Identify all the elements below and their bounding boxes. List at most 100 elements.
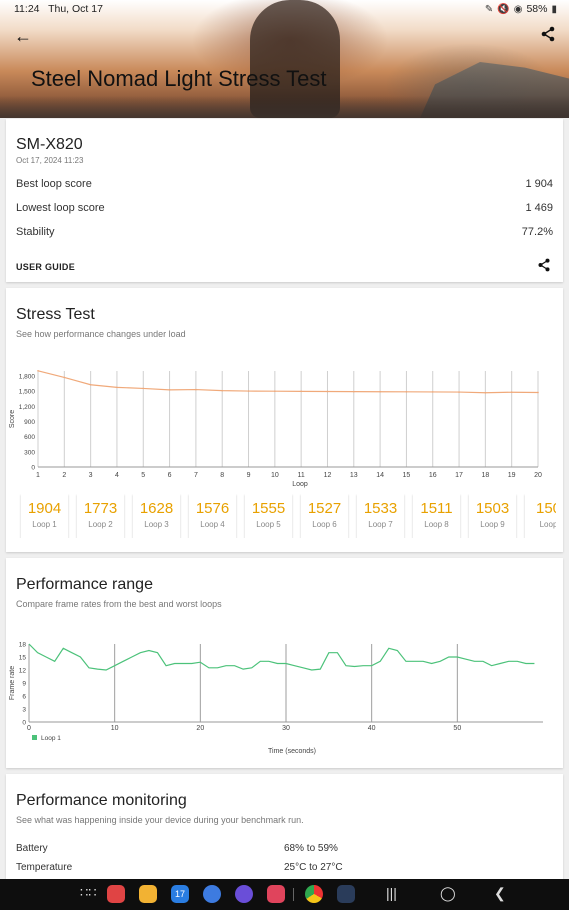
loop-score-card[interactable]: 150 Loop: [525, 494, 556, 538]
y-tick-label: 1,500: [19, 389, 36, 396]
y-tick-label: 0: [31, 465, 35, 472]
score-point: [379, 390, 381, 393]
hero-ground: [0, 96, 569, 118]
loop-score: 150: [535, 500, 556, 517]
summary-row-value: 77.2%: [521, 226, 553, 238]
monitor-row-value: 68% to 59%: [284, 843, 338, 854]
loop-score: 1503: [475, 500, 510, 517]
back-icon[interactable]: ❮: [494, 885, 506, 901]
section-subtitle: See how performance changes under load: [16, 329, 186, 339]
page-title: Steel Nomad Light Stress Test: [31, 66, 327, 91]
dock-divider: [293, 888, 294, 901]
navigation-bar: ∷∷ 17 ||| ◯ ❮: [0, 879, 569, 910]
loop-score-card[interactable]: 1628 Loop 3: [133, 494, 180, 538]
stress-test-chart: 1 2 3 4 5 6 7 8 9 10 11 12 13 14 15 16 17 18 19 20030060090…: [9, 369, 542, 488]
share-icon[interactable]: [537, 258, 551, 272]
score-point: [326, 390, 329, 393]
share-icon[interactable]: [540, 26, 556, 42]
apps-grid-icon[interactable]: ∷∷: [80, 885, 97, 900]
x-tick-label: 18: [481, 472, 489, 479]
loop-score-card[interactable]: 1555 Loop 5: [245, 494, 292, 538]
loop-label: Loop 2: [88, 520, 113, 529]
x-tick-label: 2: [62, 472, 66, 479]
y-tick-label: 600: [24, 434, 35, 441]
y-tick-label: 15: [19, 655, 27, 662]
x-tick-label: 17: [455, 472, 463, 479]
test-date: Oct 17, 2024 11:23: [16, 156, 84, 165]
hero-banner: ← Steel Nomad Light Stress Test: [0, 0, 569, 118]
loop-score: 1533: [363, 500, 398, 517]
summary-row-label: Stability: [16, 226, 55, 238]
score-point: [63, 376, 66, 379]
frame-rate-line: [28, 643, 535, 671]
summary-row: Lowest loop score 1 469: [16, 202, 553, 214]
monitor-row-value: 25°C to 27°C: [284, 862, 343, 873]
summary-row: Stability 77.2%: [16, 226, 553, 238]
y-tick-label: 900: [24, 419, 35, 426]
calendar-icon[interactable]: 17: [171, 885, 189, 903]
y-tick-label: 6: [22, 694, 26, 701]
y-tick-label: 12: [19, 668, 27, 675]
loop-label: Loop 6: [312, 520, 337, 529]
y-tick-label: 1,200: [19, 404, 36, 411]
camera-icon[interactable]: [267, 885, 285, 903]
stress-test-card: Stress Test See how performance changes …: [6, 288, 563, 552]
loop-score-card[interactable]: 1503 Loop 9: [469, 494, 516, 538]
performance-monitoring-card: Performance monitoring See what was happ…: [6, 774, 563, 894]
x-tick-label: 3: [89, 472, 93, 479]
score-point: [458, 391, 460, 393]
pen-icon: ✎: [484, 3, 494, 15]
wifi-icon: ◉: [513, 3, 523, 15]
score-point: [537, 391, 539, 394]
chrome-icon[interactable]: [305, 885, 323, 903]
summary-row-value: 1 904: [525, 178, 553, 190]
monitor-row-label: Temperature: [16, 862, 73, 873]
loop-score-card[interactable]: 1773 Loop 2: [77, 494, 124, 538]
summary-row: Best loop score 1 904: [16, 178, 553, 190]
messages-icon[interactable]: [203, 885, 221, 903]
loop-label: Loop 4: [200, 520, 225, 529]
loop-score-card[interactable]: 1527 Loop 6: [301, 494, 348, 538]
device-name: SM-X820: [16, 136, 83, 153]
score-point: [195, 388, 197, 391]
home-icon[interactable]: ◯: [440, 885, 456, 901]
status-bar: 11:24 Thu, Oct 17 ✎ 🔇 ◉ 58% ▮: [0, 0, 569, 18]
monitor-row-label: Battery: [16, 843, 48, 854]
x-tick-label: 40: [368, 725, 376, 732]
recent-apps-icon[interactable]: |||: [386, 885, 397, 901]
x-tick-label: 15: [403, 472, 411, 479]
x-tick-label: 14: [376, 472, 384, 479]
performance-range-card: Performance range Compare frame rates fr…: [6, 558, 563, 768]
loop-score-card[interactable]: 1904 Loop 1: [21, 494, 68, 538]
loop-score: 1628: [139, 500, 174, 517]
loop-label: Loop 7: [368, 520, 393, 529]
loop-score-card[interactable]: 1533 Loop 7: [357, 494, 404, 538]
x-tick-label: 8: [220, 472, 224, 479]
x-tick-label: 10: [111, 725, 119, 732]
summary-row-value: 1 469: [525, 202, 553, 214]
summary-row-label: Best loop score: [16, 178, 92, 190]
loop-score-card[interactable]: 1576 Loop 4: [189, 494, 236, 538]
status-time: 11:24: [14, 3, 40, 15]
score-point: [89, 383, 92, 386]
flipboard-icon[interactable]: [107, 885, 125, 903]
battery-icon: ▮: [551, 3, 557, 15]
x-tick-label: 12: [324, 472, 332, 479]
loop-score-card[interactable]: 1511 Loop 8: [413, 494, 460, 538]
loop-score: 1527: [307, 500, 342, 517]
internet-icon[interactable]: [235, 885, 253, 903]
x-tick-label: 30: [282, 725, 290, 732]
arrow-left-icon[interactable]: ←: [14, 26, 32, 46]
score-point: [352, 390, 355, 393]
loop-score-list[interactable]: 1904 Loop 1 1773 Loop 2 1628 Loop 3 1576 Loop 4…: [19, 494, 556, 538]
score-point: [142, 387, 145, 390]
frame-rate-chart: 0 10 20 30 40 50 0 3 6 9 12 15 18 Time (seconds) Frame…: [9, 642, 543, 755]
loop-score: 1511: [420, 500, 453, 517]
y-tick-label: 0: [22, 720, 26, 727]
loop-score: 1576: [195, 500, 230, 517]
user-guide-link[interactable]: USER GUIDE: [16, 262, 76, 272]
3dmark-icon[interactable]: [337, 885, 355, 903]
loop-label: Loop: [539, 520, 556, 529]
files-icon[interactable]: [139, 885, 157, 903]
y-axis-label: Frame rate: [9, 666, 16, 700]
